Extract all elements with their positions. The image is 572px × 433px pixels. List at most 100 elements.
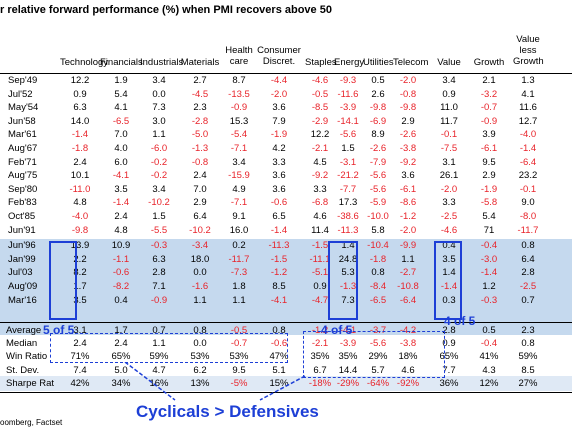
table-cell: 4.9 <box>232 183 246 195</box>
header-tech: Technology <box>60 57 109 68</box>
table-cell: -2.9 <box>311 115 329 127</box>
table-cell: 7.1 <box>152 281 166 292</box>
row-label: Jun'91 <box>8 224 36 236</box>
table-cell: 18% <box>398 351 418 363</box>
table-cell: -9.8 <box>399 102 417 114</box>
table-cell: -4.0 <box>71 211 89 222</box>
table-cell: 1.5 <box>152 211 166 222</box>
table-cell: 26.1 <box>439 170 459 182</box>
row-label: May'54 <box>8 102 39 114</box>
table-cell: -0.9 <box>230 102 248 114</box>
table-cell: -0.1 <box>440 129 458 141</box>
table-cell: 71% <box>70 351 90 363</box>
table-cell: 4.7 <box>152 364 166 376</box>
table-cell: 2.8 <box>521 267 535 279</box>
five-of-five-note: 5 of 5 <box>43 323 75 337</box>
table-cell: 0.0 <box>152 88 166 100</box>
table-cell: -4.6 <box>440 224 458 236</box>
table-cell: -2.6 <box>399 129 417 141</box>
table-cell: -0.9 <box>150 294 168 306</box>
row-label: Sep'49 <box>8 75 38 86</box>
table-cell: 35% <box>310 351 330 363</box>
table-cell: -5.9 <box>369 197 387 209</box>
row-label: Sep'80 <box>8 183 38 195</box>
table-cell: 9.1 <box>232 211 246 222</box>
table-cell: -1.4 <box>480 267 498 279</box>
table-cell: 5.3 <box>341 267 355 279</box>
table-cell: -8.5 <box>311 102 329 114</box>
table-cell: 0.3 <box>442 294 456 306</box>
table-cell: 16.0 <box>229 224 249 236</box>
table-cell: -6.1 <box>480 143 498 154</box>
table-cell: -2.5 <box>440 211 458 222</box>
table-cell: 13% <box>190 377 210 389</box>
row-label: Jun'96 <box>8 240 36 252</box>
table-cell: 2.8 <box>442 325 456 336</box>
table-cell: 2.3 <box>521 325 535 336</box>
table-cell: 8.7 <box>232 75 246 86</box>
table-cell: 5.4 <box>482 211 496 222</box>
table-cell: -38.6 <box>337 211 359 222</box>
table-cell: 3.3 <box>442 197 456 209</box>
table-cell: -2.0 <box>270 88 288 100</box>
table-cell: 0.5 <box>371 75 385 86</box>
table-cell: -1.2 <box>311 325 329 336</box>
header-vlg: Value less Growth <box>513 34 544 67</box>
table-cell: 0.7 <box>152 325 166 336</box>
header-hc: Health care <box>225 45 253 67</box>
table-cell: -4.6 <box>311 75 329 86</box>
header-tel: Telecom <box>393 57 429 68</box>
arrow-lines <box>124 362 306 401</box>
table-cell: -4.1 <box>112 170 130 182</box>
table-cell: -5.6 <box>339 129 357 141</box>
table-cell: 17.3 <box>338 197 358 209</box>
table-cell: 8.9 <box>371 129 385 141</box>
summary-label: Average <box>6 325 42 336</box>
table-cell: -1.2 <box>270 267 288 279</box>
header-cd: Consumer Discret. <box>257 45 301 67</box>
table-cell: -0.3 <box>480 294 498 306</box>
table-cell: 42% <box>70 377 90 389</box>
table-cell: 7.9 <box>272 115 286 127</box>
table-cell: -2.7 <box>399 267 417 279</box>
row-label: Aug'75 <box>8 170 38 182</box>
table-cell: 53% <box>229 351 249 363</box>
table-cell: -1.5 <box>311 240 329 252</box>
table-cell: -18% <box>308 377 332 389</box>
table-title: r relative forward performance (%) when … <box>0 4 332 16</box>
table-cell: 12.7 <box>518 115 538 127</box>
table-cell: -9.9 <box>399 240 417 252</box>
cyclicals-defensives-caption: Cyclicals > Defensives <box>136 402 319 421</box>
table-cell: 3.9 <box>482 129 496 141</box>
table-cell: 29% <box>368 351 388 363</box>
row-label: Mar'16 <box>8 294 37 306</box>
table-cell: -1.4 <box>270 224 288 236</box>
table-cell: 7.7 <box>442 364 456 376</box>
bottom-rule <box>0 392 572 393</box>
table-cell: 1.7 <box>73 281 87 292</box>
table-cell: 3.6 <box>401 170 415 182</box>
table-cell: 34% <box>111 377 131 389</box>
table-cell: -10.8 <box>397 281 419 292</box>
table-cell: -1.3 <box>191 143 209 154</box>
header-val: Value <box>437 57 461 68</box>
table-cell: 0.8 <box>521 338 535 350</box>
table-cell: -5.6 <box>369 170 387 182</box>
table-cell: 35% <box>338 351 358 363</box>
table-cell: 0.8 <box>272 325 286 336</box>
technology-recent-box <box>49 241 77 320</box>
table-cell: -0.6 <box>112 267 130 279</box>
table-cell: -1.4 <box>440 281 458 292</box>
header-ut: Utilities <box>363 57 394 68</box>
table-cell: 3.6 <box>272 183 286 195</box>
table-cell: -4.2 <box>399 325 417 336</box>
table-cell: -2.8 <box>191 115 209 127</box>
table-cell: -11.7 <box>517 224 539 236</box>
summary-label: St. Dev. <box>6 364 40 376</box>
table-cell: 3.5 <box>114 183 128 195</box>
table-cell: 65% <box>439 351 459 363</box>
row-label: Aug'09 <box>8 281 38 292</box>
table-cell: 7.0 <box>114 129 128 141</box>
table-cell: 0.9 <box>73 88 87 100</box>
table-cell: -4.1 <box>270 294 288 306</box>
